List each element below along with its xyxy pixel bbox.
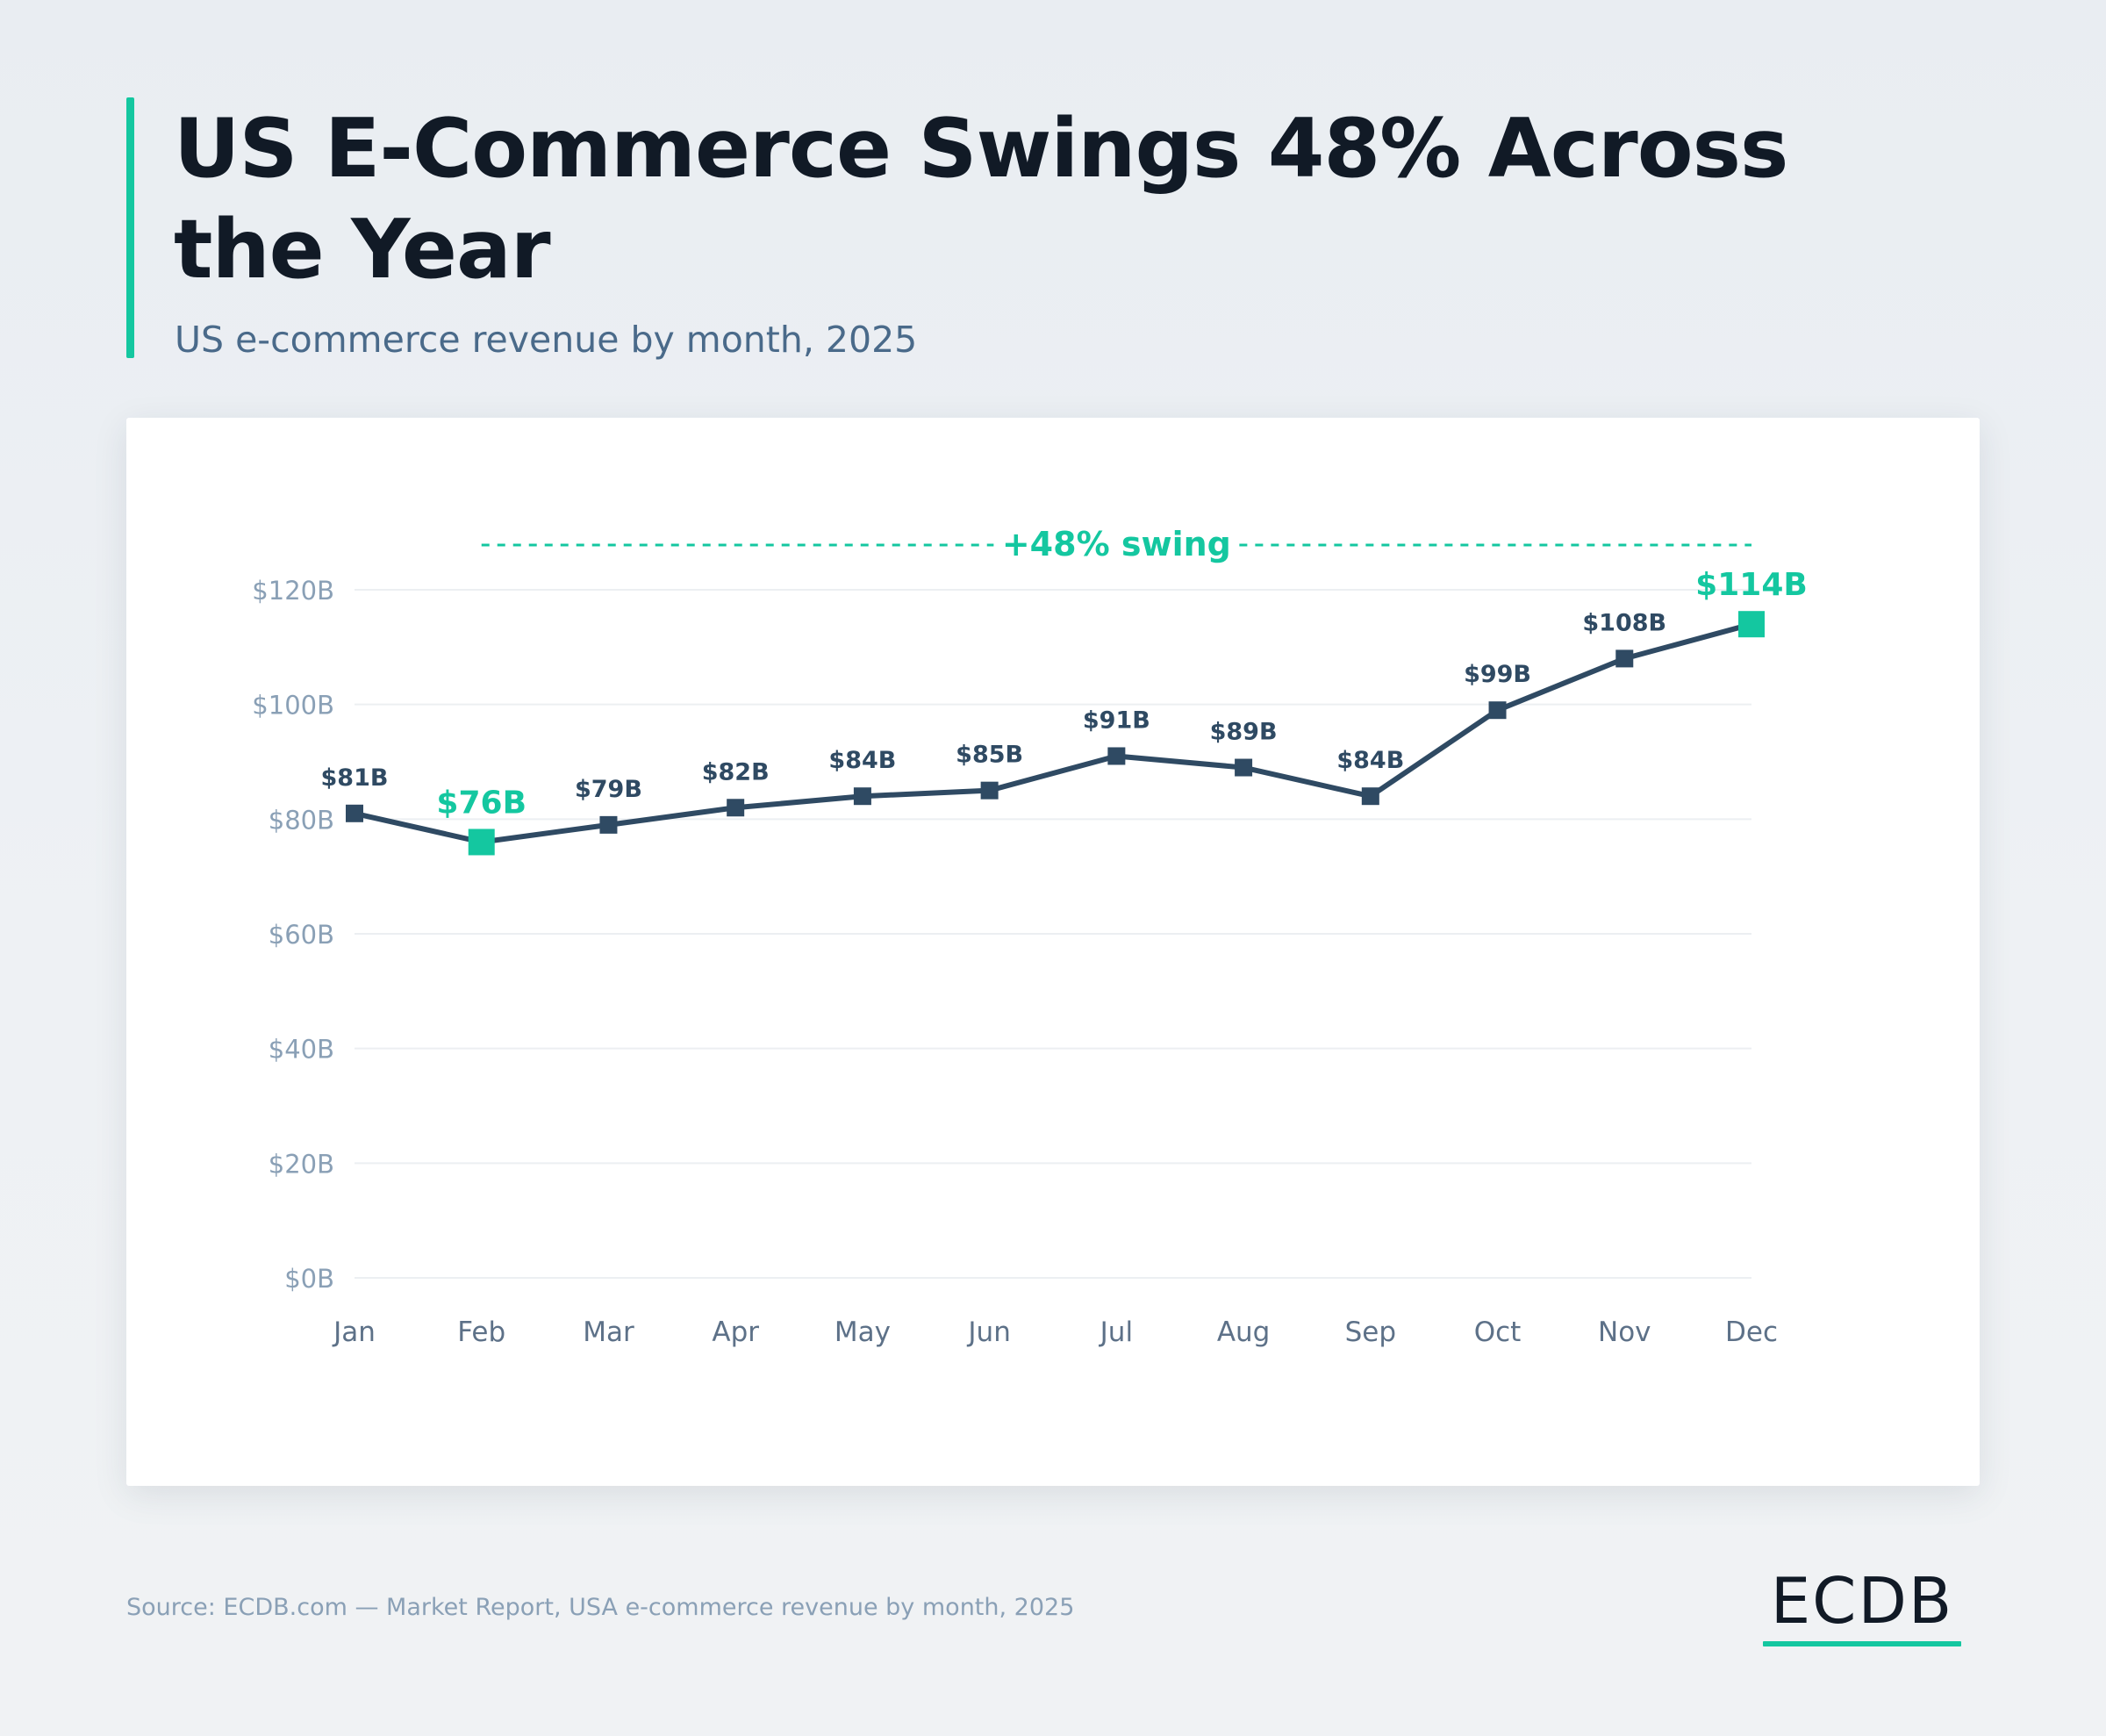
highlight-point: [468, 829, 495, 856]
y-tick-label: $20B: [269, 1149, 334, 1179]
data-label: $76B: [436, 785, 526, 821]
logo-text: ECDB: [1770, 1564, 1954, 1638]
data-label: $108B: [1582, 609, 1666, 636]
x-tick-label: Oct: [1474, 1316, 1522, 1348]
data-point: [599, 815, 618, 834]
data-label: $91B: [1083, 707, 1150, 734]
source-note: Source: ECDB.com — Market Report, USA e-…: [126, 1594, 1075, 1621]
logo-underline: [1763, 1641, 1961, 1646]
y-tick-label: $40B: [269, 1035, 334, 1065]
x-tick-label: Jan: [332, 1316, 376, 1348]
x-tick-label: Jun: [966, 1316, 1010, 1348]
chart-card: $0B $20B $40B $60B $80B $100B $120B Jan Feb Mar Ap…: [126, 418, 1980, 1486]
data-label: $114B: [1695, 567, 1808, 603]
data-point: [1361, 787, 1379, 806]
page-title: US E-Commerce Swings 48% Across the Year: [174, 101, 1788, 297]
ecdb-logo: ECDB: [1763, 1569, 1961, 1646]
y-tick-label: $0B: [284, 1264, 334, 1294]
highlight-point: [1738, 611, 1765, 638]
data-label: $85B: [956, 742, 1023, 769]
data-point: [727, 799, 745, 817]
x-tick-label: Nov: [1598, 1316, 1651, 1348]
x-tick-label: Sep: [1345, 1316, 1396, 1348]
data-label: $82B: [702, 758, 770, 786]
x-tick-label: Aug: [1217, 1316, 1271, 1348]
data-label: $79B: [575, 776, 642, 803]
x-tick-label: May: [835, 1316, 891, 1348]
x-tick-label: Mar: [583, 1316, 634, 1348]
data-point: [1615, 649, 1634, 668]
y-tick-label: $120B: [252, 576, 334, 606]
title-accent-bar: [126, 97, 134, 358]
y-tick-label: $100B: [252, 691, 334, 721]
data-label: $81B: [321, 764, 389, 792]
data-label: $89B: [1210, 719, 1278, 746]
data-point: [346, 804, 363, 822]
data-point: [1488, 701, 1507, 720]
y-tick-label: $60B: [269, 920, 334, 950]
x-tick-label: Apr: [712, 1316, 759, 1348]
x-tick-label: Dec: [1725, 1316, 1778, 1348]
x-tick-label: Feb: [457, 1316, 505, 1348]
swing-annotation: +48% swing: [1002, 525, 1231, 563]
x-tick-label: Jul: [1099, 1316, 1133, 1348]
data-label: $99B: [1464, 661, 1531, 688]
series-line: [352, 621, 1754, 845]
page-subtitle: US e-commerce revenue by month, 2025: [175, 319, 918, 361]
data-point: [1107, 747, 1126, 765]
data-point: [1235, 758, 1253, 777]
data-label: $84B: [1336, 747, 1404, 774]
y-tick-label: $80B: [269, 805, 334, 835]
data-point: [980, 781, 999, 800]
data-point: [853, 787, 871, 806]
line-chart: $0B $20B $40B $60B $80B $100B $120B Jan Feb Mar Ap…: [252, 525, 1808, 1348]
data-label: $84B: [828, 747, 896, 774]
